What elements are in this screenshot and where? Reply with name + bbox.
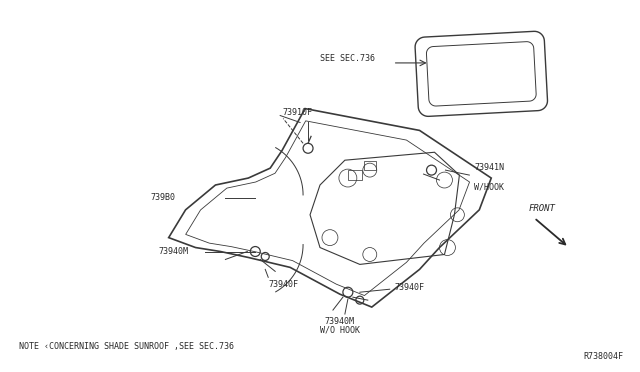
Text: FRONT: FRONT	[529, 204, 556, 213]
Text: SEE SEC.736: SEE SEC.736	[320, 54, 375, 64]
Bar	[364, 161, 376, 170]
Text: 739B0: 739B0	[150, 193, 175, 202]
Text: 73940F: 73940F	[395, 283, 425, 292]
Text: NOTE ‹CONCERNING SHADE SUNROOF ,SEE SEC.736: NOTE ‹CONCERNING SHADE SUNROOF ,SEE SEC.…	[19, 342, 234, 351]
Text: W/HOOK: W/HOOK	[474, 182, 504, 191]
Text: R738004F: R738004F	[584, 352, 623, 361]
Bar	[348, 170, 362, 180]
Text: 73940F: 73940F	[268, 280, 298, 289]
Text: 73940M: 73940M	[325, 317, 355, 326]
Text: 73941N: 73941N	[474, 163, 504, 172]
Text: 73910F: 73910F	[282, 108, 312, 117]
Text: W/O HOOK: W/O HOOK	[320, 326, 360, 335]
Text: 73940M: 73940M	[159, 247, 189, 256]
